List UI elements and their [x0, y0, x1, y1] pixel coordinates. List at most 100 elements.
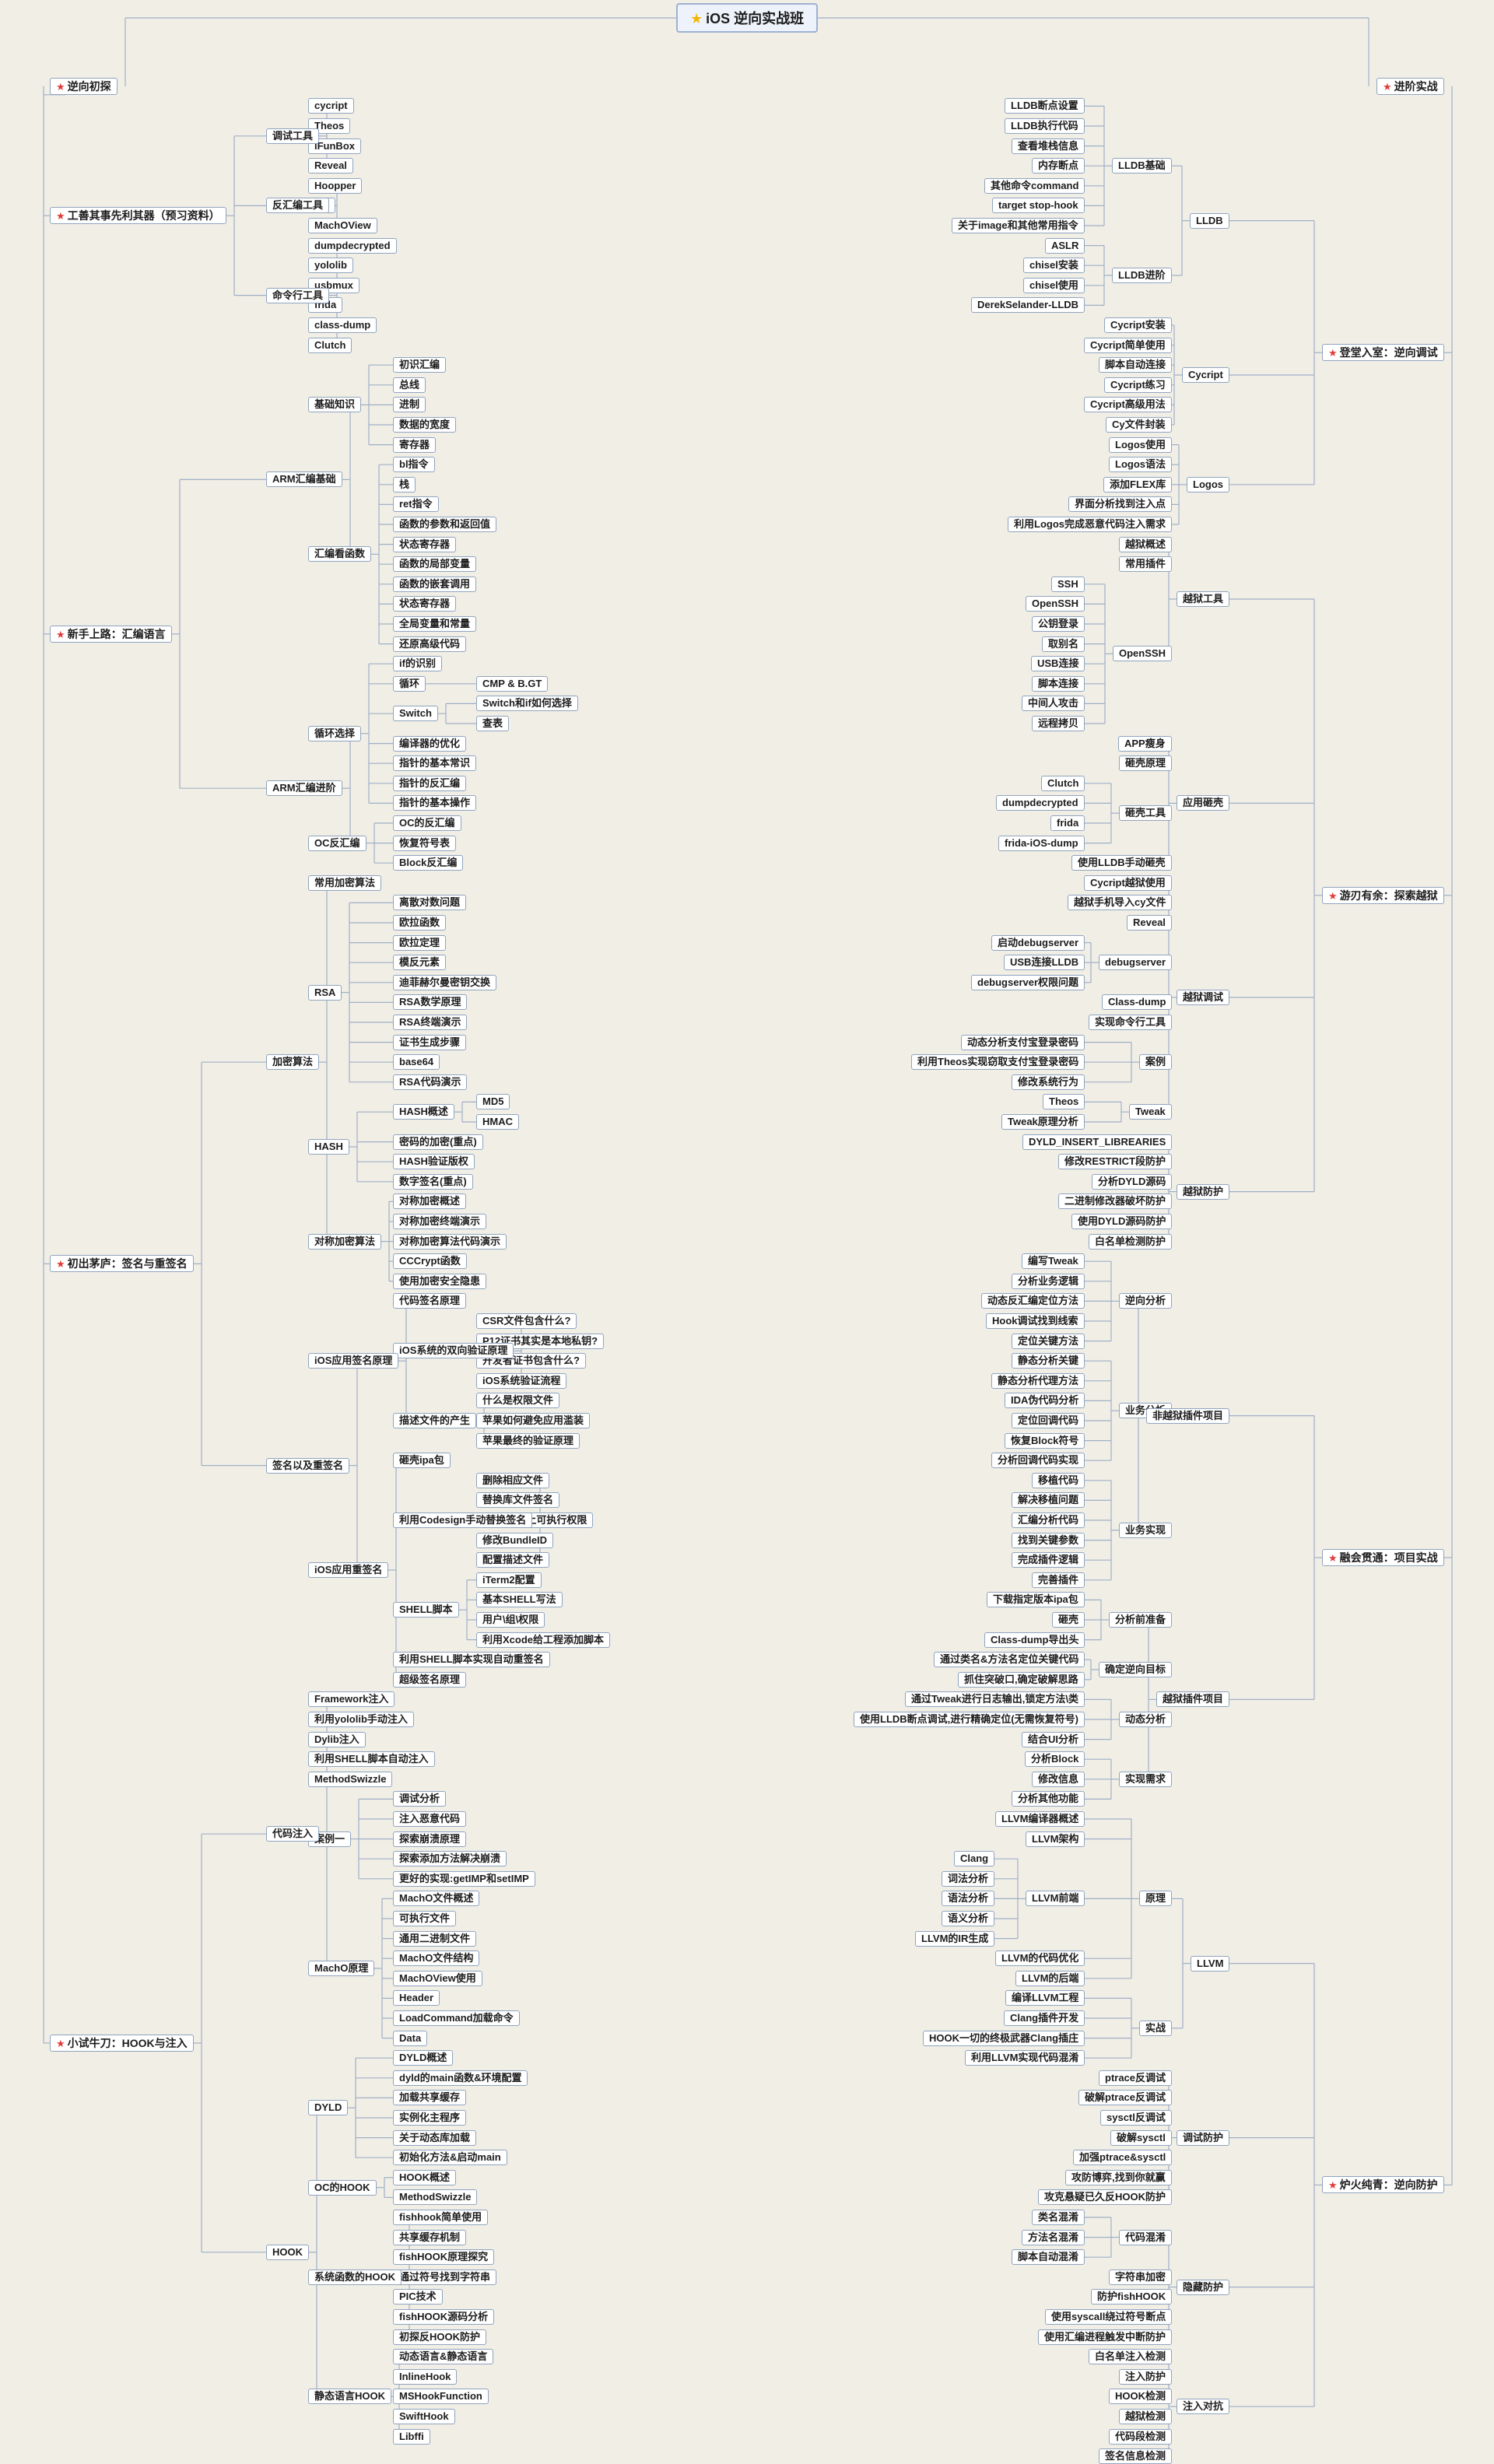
mindmap-node[interactable]: 注入恶意代码 — [393, 1811, 467, 1827]
mindmap-node[interactable]: sysctl反调试 — [1100, 2110, 1172, 2126]
mindmap-node[interactable]: Libffi — [393, 2428, 430, 2445]
mindmap-node[interactable]: MachO原理 — [308, 1961, 375, 1976]
mindmap-node[interactable]: 恢复Block符号 — [1005, 1432, 1085, 1449]
mindmap-node[interactable]: LLVM的IR生成 — [915, 1930, 995, 1947]
mindmap-node[interactable]: 原理 — [1139, 1891, 1173, 1907]
mindmap-node[interactable]: 探索崩溃原理 — [393, 1831, 467, 1847]
mindmap-node[interactable]: MD5 — [476, 1094, 510, 1110]
mindmap-node[interactable]: cycript — [308, 98, 354, 114]
mindmap-node[interactable]: MachO文件概述 — [393, 1891, 480, 1907]
mindmap-node[interactable]: 远程拷贝 — [1032, 716, 1085, 731]
mindmap-node[interactable]: 使用DYLD源码防护 — [1071, 1214, 1173, 1229]
mindmap-node[interactable]: SwiftHook — [393, 2409, 455, 2424]
mindmap-node[interactable]: ASLR — [1045, 237, 1085, 254]
mindmap-node[interactable]: 全局变量和常量 — [393, 616, 477, 632]
mindmap-node[interactable]: 代码签名原理 — [393, 1293, 467, 1309]
mindmap-node[interactable]: Clutch — [308, 337, 352, 353]
mindmap-node[interactable]: 越狱调试 — [1177, 990, 1230, 1005]
mindmap-node[interactable]: 攻防博弈,找到你就赢 — [1065, 2169, 1172, 2185]
mindmap-node[interactable]: 函数的参数和返回值 — [393, 517, 497, 532]
mindmap-node[interactable]: 签名以及重签名 — [266, 1457, 350, 1474]
mindmap-node[interactable]: 脚本自动混淆 — [1012, 2249, 1085, 2266]
mindmap-node[interactable]: HASH — [308, 1139, 349, 1155]
mindmap-node[interactable]: 非越狱插件项目 — [1146, 1407, 1230, 1424]
mindmap-node[interactable]: iOS应用重签名 — [308, 1562, 389, 1578]
mindmap-node[interactable]: 关于动态库加载 — [393, 2129, 477, 2146]
mindmap-node[interactable]: 确定逆向目标 — [1099, 1662, 1173, 1677]
mindmap-node[interactable]: 反汇编工具 — [266, 198, 330, 214]
mindmap-node[interactable]: fishHOOK原理探究 — [393, 2249, 495, 2266]
mindmap-node[interactable]: 移植代码 — [1032, 1472, 1085, 1488]
mindmap-node[interactable]: 指针的基本常识 — [393, 755, 477, 772]
mindmap-node[interactable]: ARM汇编进阶 — [266, 780, 342, 797]
mindmap-node[interactable]: 函数的嵌套调用 — [393, 576, 477, 592]
mindmap-node[interactable]: LLDB进阶 — [1112, 268, 1172, 283]
mindmap-node[interactable]: iFunBox — [308, 138, 361, 154]
mindmap-node[interactable]: 白名单注入检测 — [1089, 2349, 1173, 2365]
mindmap-node[interactable]: Clang — [954, 1851, 995, 1867]
mindmap-node[interactable]: 使用syscall绕过符号断点 — [1045, 2309, 1173, 2325]
mindmap-node[interactable]: Cycript安装 — [1104, 317, 1172, 333]
mindmap-node[interactable]: 加载共享缓存 — [393, 2090, 467, 2106]
mindmap-node[interactable]: 攻克悬疑已久反HOOK防护 — [1038, 2189, 1173, 2206]
mindmap-node[interactable]: 界面分析找到注入点 — [1068, 496, 1173, 513]
mindmap-node[interactable]: MachOView使用 — [393, 1970, 482, 1986]
mindmap-node[interactable]: 代码注入 — [266, 1826, 320, 1842]
mindmap-node[interactable]: OC的HOOK — [308, 2179, 377, 2196]
mindmap-node[interactable]: iOS系统的双向验证原理 — [393, 1343, 514, 1359]
mindmap-node[interactable]: 命令行工具 — [266, 287, 330, 303]
mindmap-node[interactable]: 逆向分析 — [1119, 1293, 1173, 1309]
mindmap-node[interactable]: ★ 小试牛刀：HOOK与注入 — [50, 2035, 194, 2052]
mindmap-node[interactable]: 破解sysctl — [1110, 2129, 1172, 2146]
mindmap-node[interactable]: ★ 进阶实战 — [1377, 77, 1444, 95]
mindmap-node[interactable]: 使用汇编进程触发中断防护 — [1038, 2329, 1173, 2345]
mindmap-node[interactable]: ★ 新手上路：汇编语言 — [50, 625, 172, 643]
mindmap-node[interactable]: MachO文件结构 — [393, 1951, 480, 1967]
mindmap-node[interactable]: 实现需求 — [1119, 1771, 1173, 1787]
mindmap-node[interactable]: 什么是权限文件 — [476, 1393, 560, 1409]
mindmap-node[interactable]: 利用Codesign手动替换签名 — [393, 1512, 533, 1528]
mindmap-node[interactable]: 指针的基本操作 — [393, 795, 477, 811]
mindmap-node[interactable]: 利用Xcode给工程添加脚本 — [476, 1632, 611, 1648]
mindmap-node[interactable]: CCCrypt函数 — [393, 1253, 467, 1270]
mindmap-node[interactable]: 恢复符号表 — [393, 835, 457, 851]
mindmap-node[interactable]: ptrace反调试 — [1099, 2070, 1173, 2086]
mindmap-node[interactable]: LLVM编译器概述 — [995, 1811, 1085, 1827]
mindmap-node[interactable]: 分析其他功能 — [1012, 1791, 1085, 1807]
mindmap-node[interactable]: 动态语言&静态语言 — [393, 2349, 494, 2365]
mindmap-node[interactable]: 调试分析 — [393, 1791, 447, 1807]
mindmap-node[interactable]: 修改系统行为 — [1012, 1074, 1085, 1090]
mindmap-node[interactable]: iTerm2配置 — [476, 1572, 542, 1588]
mindmap-node[interactable]: MethodSwizzle — [393, 2189, 478, 2206]
mindmap-node[interactable]: 删除相应文件 — [476, 1472, 550, 1488]
mindmap-node[interactable]: LoadCommand加载命令 — [393, 2010, 520, 2026]
mindmap-node[interactable]: if的识别 — [393, 656, 442, 672]
mindmap-node[interactable]: 汇编看函数 — [308, 546, 372, 563]
mindmap-node[interactable]: 初探反HOOK防护 — [393, 2329, 487, 2345]
mindmap-node[interactable]: Class-dump导出头 — [984, 1632, 1085, 1648]
mindmap-node[interactable]: HASH概述 — [393, 1104, 454, 1120]
mindmap-node[interactable]: 通用二进制文件 — [393, 1930, 477, 1947]
mindmap-node[interactable]: SSH — [1051, 576, 1085, 592]
mindmap-node[interactable]: 数字签名(重点) — [393, 1173, 473, 1190]
mindmap-node[interactable]: Logos语法 — [1109, 457, 1172, 473]
mindmap-node[interactable]: 寄存器 — [393, 436, 437, 453]
mindmap-node[interactable]: 用户\组\权限 — [476, 1612, 545, 1628]
mindmap-node[interactable]: Theos — [1043, 1094, 1085, 1110]
mindmap-node[interactable]: chisel使用 — [1023, 277, 1085, 293]
mindmap-node[interactable]: dumpdecrypted — [996, 795, 1085, 811]
mindmap-node[interactable]: 静态分析关键 — [1012, 1353, 1085, 1369]
mindmap-node[interactable]: 汇编分析代码 — [1012, 1512, 1085, 1528]
mindmap-node[interactable]: OpenSSH — [1026, 596, 1085, 612]
mindmap-node[interactable]: 防护fishHOOK — [1091, 2289, 1173, 2305]
mindmap-node[interactable]: 使用加密安全隐患 — [393, 1273, 487, 1289]
mindmap-node[interactable]: 离散对数问题 — [393, 895, 467, 911]
mindmap-node[interactable]: 白名单检测防护 — [1089, 1233, 1173, 1250]
mindmap-node[interactable]: USB连接LLDB — [1004, 955, 1085, 971]
mindmap-node[interactable]: 迪菲赫尔曼密钥交换 — [393, 974, 497, 990]
mindmap-node[interactable]: 欧拉函数 — [393, 915, 447, 931]
mindmap-node[interactable]: frida-iOS-dump — [998, 835, 1085, 851]
mindmap-node[interactable]: LLDB — [1190, 212, 1229, 229]
mindmap-node[interactable]: 分析Block — [1025, 1751, 1085, 1768]
mindmap-node[interactable]: 签名信息检测 — [1099, 2448, 1173, 2464]
